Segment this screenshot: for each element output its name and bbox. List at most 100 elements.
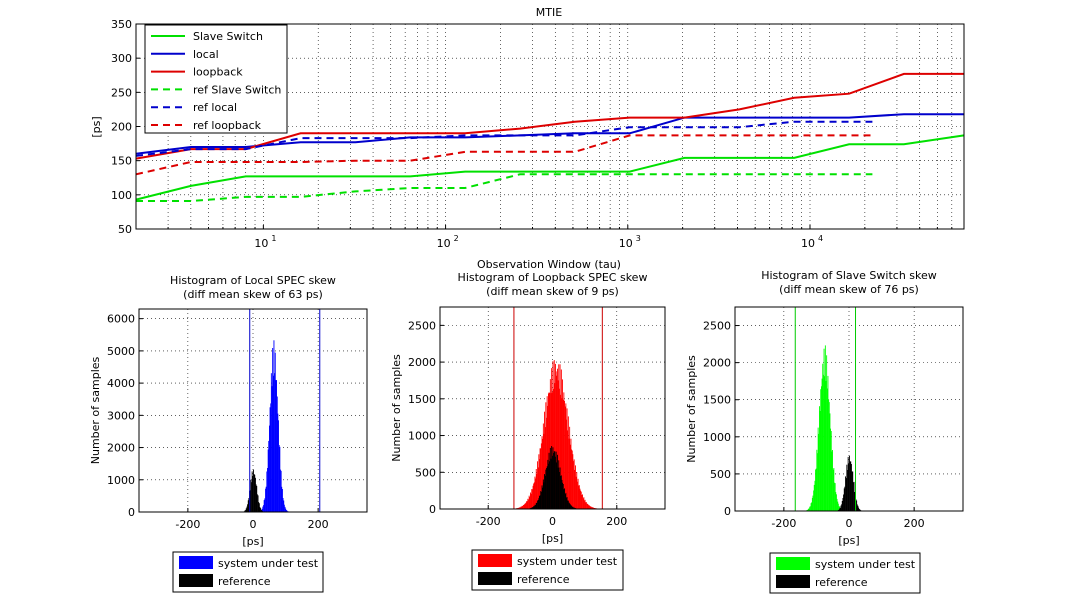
- histogram-bar: [853, 481, 855, 511]
- histogram-bar: [856, 504, 858, 511]
- histogram-xlabel: [ps]: [542, 532, 563, 545]
- histogram-bar: [543, 482, 545, 509]
- histogram-bar: [282, 498, 284, 512]
- histogram-bar: [558, 364, 560, 509]
- histogram-bar: [573, 507, 574, 509]
- histogram-bar: [267, 449, 269, 512]
- histogram-bar: [519, 507, 521, 509]
- histogram-ytick-label: 1500: [703, 394, 731, 407]
- histogram-bar: [563, 392, 565, 509]
- histogram-bar: [533, 506, 535, 509]
- histogram-bar: [807, 509, 809, 511]
- histogram-bar: [245, 509, 247, 512]
- histogram-bar: [827, 375, 829, 511]
- histogram-bar: [565, 403, 567, 509]
- histogram-bar: [539, 459, 540, 509]
- histogram-bar: [248, 498, 250, 512]
- histogram-bar: [545, 402, 547, 509]
- histogram-bar: [571, 449, 572, 509]
- histogram-bar: [258, 502, 260, 512]
- histogram-bar: [538, 454, 540, 509]
- histogram-bar: [570, 438, 572, 509]
- histogram-bar: [538, 498, 540, 509]
- histogram-bar: [572, 454, 574, 509]
- histogram-bar: [822, 363, 824, 511]
- histogram-bar: [553, 360, 555, 509]
- histogram-bar: [560, 394, 562, 509]
- histogram-ytick-label: 5000: [107, 345, 135, 358]
- histogram-bar: [808, 508, 810, 511]
- histogram-bar: [284, 506, 286, 512]
- mtie-legend: Slave Switch local loopback ref Slave Switc…: [144, 24, 288, 134]
- histogram-bar: [857, 505, 859, 511]
- histogram-bar: [558, 388, 560, 509]
- histogram-bar: [821, 386, 822, 511]
- histogram-bar: [537, 500, 538, 509]
- histogram-bar: [257, 495, 259, 512]
- histogram-bar: [265, 486, 267, 512]
- histogram-bar: [250, 479, 252, 512]
- histogram-bar: [253, 474, 255, 512]
- histogram-bar: [845, 478, 847, 511]
- histogram-bar: [840, 505, 842, 511]
- histogram-bar: [559, 364, 561, 509]
- histogram-bar: [549, 392, 551, 509]
- histogram-bar: [816, 449, 818, 511]
- mtie-ytick-label: 300: [111, 52, 132, 65]
- histogram-bar: [589, 505, 590, 509]
- histogram-bar: [530, 492, 531, 509]
- histogram-bar: [549, 447, 551, 509]
- histogram-bar: [583, 497, 585, 509]
- histogram-bar: [521, 506, 522, 509]
- histogram-bar: [813, 490, 815, 511]
- histogram-bar: [560, 369, 562, 509]
- histogram-bar: [270, 373, 272, 512]
- histogram-bar: [567, 500, 569, 509]
- histogram-bar: [565, 492, 567, 509]
- histogram-bar: [852, 482, 854, 511]
- histogram-bar: [536, 502, 538, 509]
- histogram-legend-swatch: [776, 557, 810, 570]
- histogram-bar: [520, 506, 522, 509]
- histogram-legend-swatch: [179, 556, 213, 569]
- histogram-bar: [548, 392, 550, 509]
- histogram-bar: [285, 508, 287, 512]
- histogram-ylabel: Number of samples: [390, 354, 403, 462]
- histogram-bar: [254, 474, 256, 512]
- histogram-bar: [584, 499, 586, 509]
- histogram-bar: [584, 500, 585, 509]
- histogram-bar: [531, 507, 533, 509]
- histogram-bar: [276, 396, 278, 512]
- histogram-bar: [564, 400, 565, 509]
- histogram-bar: [577, 478, 579, 509]
- histogram-bar: [837, 503, 839, 511]
- histogram-xtick-label: 200: [904, 517, 925, 530]
- histogram-bar: [571, 450, 573, 509]
- histogram-bar: [832, 469, 834, 511]
- histogram-bar: [817, 427, 819, 511]
- histogram-bar: [531, 489, 533, 509]
- histogram-bar: [834, 482, 835, 511]
- histogram-bar: [546, 417, 547, 509]
- histogram-bar: [536, 473, 538, 509]
- histogram-bar: [541, 436, 543, 509]
- mtie-series-line: [135, 134, 873, 176]
- histogram-bar: [573, 507, 575, 509]
- histogram-bar: [560, 476, 562, 509]
- histogram-bar: [549, 461, 551, 509]
- histogram-ytick-label: 0: [724, 505, 731, 518]
- histogram-bar: [558, 460, 560, 509]
- histogram-bar: [269, 425, 270, 512]
- histogram-bar: [262, 506, 264, 512]
- mtie-title: MTIE: [536, 6, 562, 19]
- histogram-legend-swatch: [478, 572, 512, 585]
- histogram-bar: [261, 510, 263, 512]
- histogram-bar: [533, 482, 535, 509]
- histogram-bar: [847, 456, 849, 511]
- histogram-bar: [847, 470, 848, 511]
- histogram-bar: [265, 488, 266, 512]
- histogram-bar: [558, 472, 560, 509]
- histogram-bar: [842, 498, 844, 511]
